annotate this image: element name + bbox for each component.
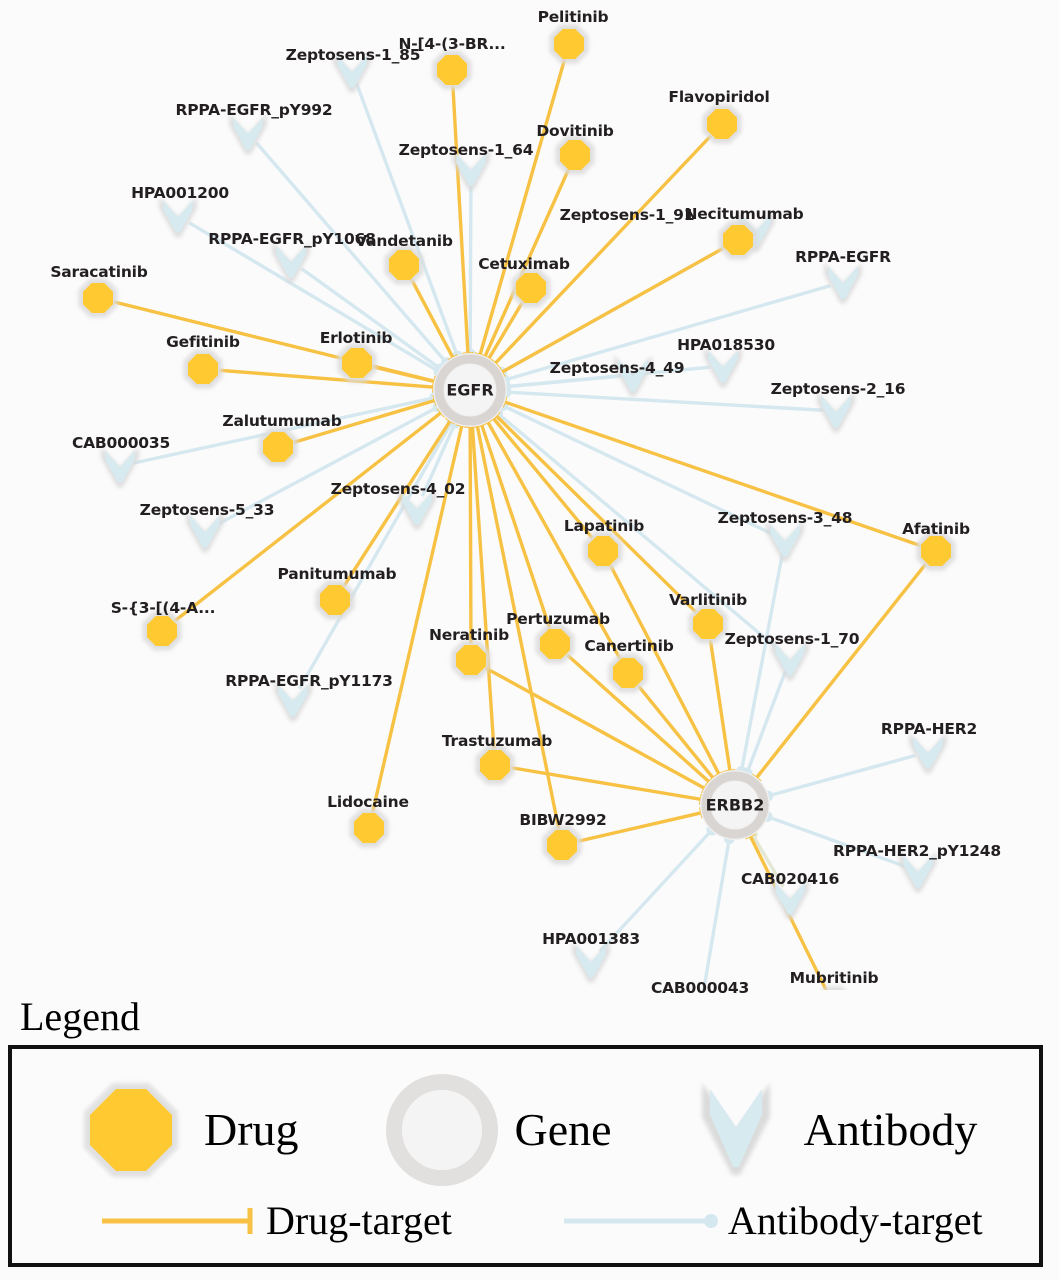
legend-node-row: Drug Gene Antibody xyxy=(72,1071,977,1189)
drug-node[interactable] xyxy=(702,104,742,144)
legend-gene-item: Gene xyxy=(383,1071,612,1189)
edge xyxy=(598,824,718,953)
antibody-node[interactable] xyxy=(771,639,809,681)
gene-node[interactable] xyxy=(433,353,507,427)
edge xyxy=(497,246,725,379)
edge xyxy=(173,406,447,623)
legend-box: Drug Gene Antibody xyxy=(8,1045,1043,1267)
network-canvas[interactable]: Zeptosens-1_85 RPPA-EGFR_pY992 Zeptosens-1… xyxy=(0,0,1059,997)
drug-node[interactable] xyxy=(315,580,355,620)
drug-edges-layer xyxy=(113,58,928,990)
drug-node[interactable] xyxy=(451,640,491,680)
edge xyxy=(500,386,824,412)
drug-nodes-layer[interactable] xyxy=(78,24,956,991)
drug-node[interactable] xyxy=(78,278,118,318)
antibody-node[interactable] xyxy=(186,511,224,553)
antibody-node[interactable] xyxy=(333,51,371,93)
antibody-node[interactable] xyxy=(766,520,804,562)
antibody-node[interactable] xyxy=(771,878,809,920)
drug-node[interactable] xyxy=(475,745,515,785)
antibody-node[interactable] xyxy=(272,241,310,283)
drug-octagon-icon xyxy=(84,1083,178,1177)
legend-antibody-label: Antibody xyxy=(803,1104,978,1155)
legend-title: Legend xyxy=(20,994,140,1039)
antibody-node[interactable] xyxy=(824,262,862,304)
drug-target-line-icon xyxy=(102,1208,253,1234)
drug-node[interactable] xyxy=(337,343,377,383)
legend-drug-label: Drug xyxy=(204,1104,299,1155)
drug-node[interactable] xyxy=(608,653,648,693)
drug-node[interactable] xyxy=(718,220,758,260)
antibody-nodes-layer[interactable] xyxy=(101,51,947,990)
antibody-node[interactable] xyxy=(899,851,937,893)
legend: Legend Drug Gene xyxy=(0,985,1059,1280)
legend-drug-edge-item: Drug-target xyxy=(100,1201,452,1241)
drug-node[interactable] xyxy=(916,531,956,571)
edge xyxy=(708,639,736,774)
antibody-vee-icon xyxy=(701,1083,770,1175)
edge xyxy=(762,753,916,802)
drug-node[interactable] xyxy=(815,986,854,991)
drug-node[interactable] xyxy=(349,808,389,848)
antibody-node[interactable] xyxy=(572,941,610,983)
drug-node[interactable] xyxy=(432,50,472,90)
antibody-node[interactable] xyxy=(101,446,139,488)
antibody-target-line-icon xyxy=(563,1214,718,1228)
edge xyxy=(741,670,788,779)
drug-node[interactable] xyxy=(384,245,424,285)
antibody-node[interactable] xyxy=(909,732,947,774)
antibody-node[interactable] xyxy=(614,355,652,397)
edge xyxy=(490,410,698,614)
antibody-node[interactable] xyxy=(229,113,267,155)
antibody-node[interactable] xyxy=(452,149,490,191)
edge xyxy=(370,422,468,813)
edge xyxy=(577,806,705,844)
edge xyxy=(701,833,735,990)
legend-drug-item: Drug xyxy=(72,1071,299,1189)
drug-node[interactable] xyxy=(183,349,223,389)
antibody-node[interactable] xyxy=(704,346,742,388)
network-graph-svg[interactable] xyxy=(0,0,1059,990)
drug-node[interactable] xyxy=(542,825,582,865)
legend-antibody-edge-item: Antibody-target xyxy=(562,1201,983,1241)
legend-antibody-edge-label: Antibody-target xyxy=(727,1198,983,1243)
antibody-node[interactable] xyxy=(817,391,855,433)
antibody-node[interactable] xyxy=(398,488,436,530)
legend-drug-edge-label: Drug-target xyxy=(266,1198,452,1243)
drug-node[interactable] xyxy=(142,611,182,651)
edge xyxy=(636,684,719,784)
edge xyxy=(761,811,907,869)
gene-node[interactable] xyxy=(700,770,770,840)
drug-node[interactable] xyxy=(583,531,623,571)
gene-node-label: ERBB2 xyxy=(705,795,765,815)
drug-node[interactable] xyxy=(555,135,595,175)
legend-gene-label: Gene xyxy=(514,1104,612,1155)
drug-node[interactable] xyxy=(258,427,298,467)
drug-node[interactable] xyxy=(511,268,551,308)
legend-edge-row: Drug-target Antibody-target xyxy=(100,1201,983,1241)
antibody-node[interactable] xyxy=(159,196,197,238)
edge xyxy=(750,562,928,784)
legend-antibody-item: Antibody xyxy=(682,1071,978,1189)
gene-nodes-layer[interactable] xyxy=(433,353,770,840)
drug-node[interactable] xyxy=(688,604,728,644)
antibody-node[interactable] xyxy=(274,680,312,722)
gene-node-label: EGFR xyxy=(446,380,494,400)
gene-ring-icon xyxy=(385,1074,498,1186)
drug-node[interactable] xyxy=(535,624,575,664)
drug-node[interactable] xyxy=(549,24,589,64)
edge xyxy=(255,141,452,369)
edge xyxy=(489,134,713,369)
